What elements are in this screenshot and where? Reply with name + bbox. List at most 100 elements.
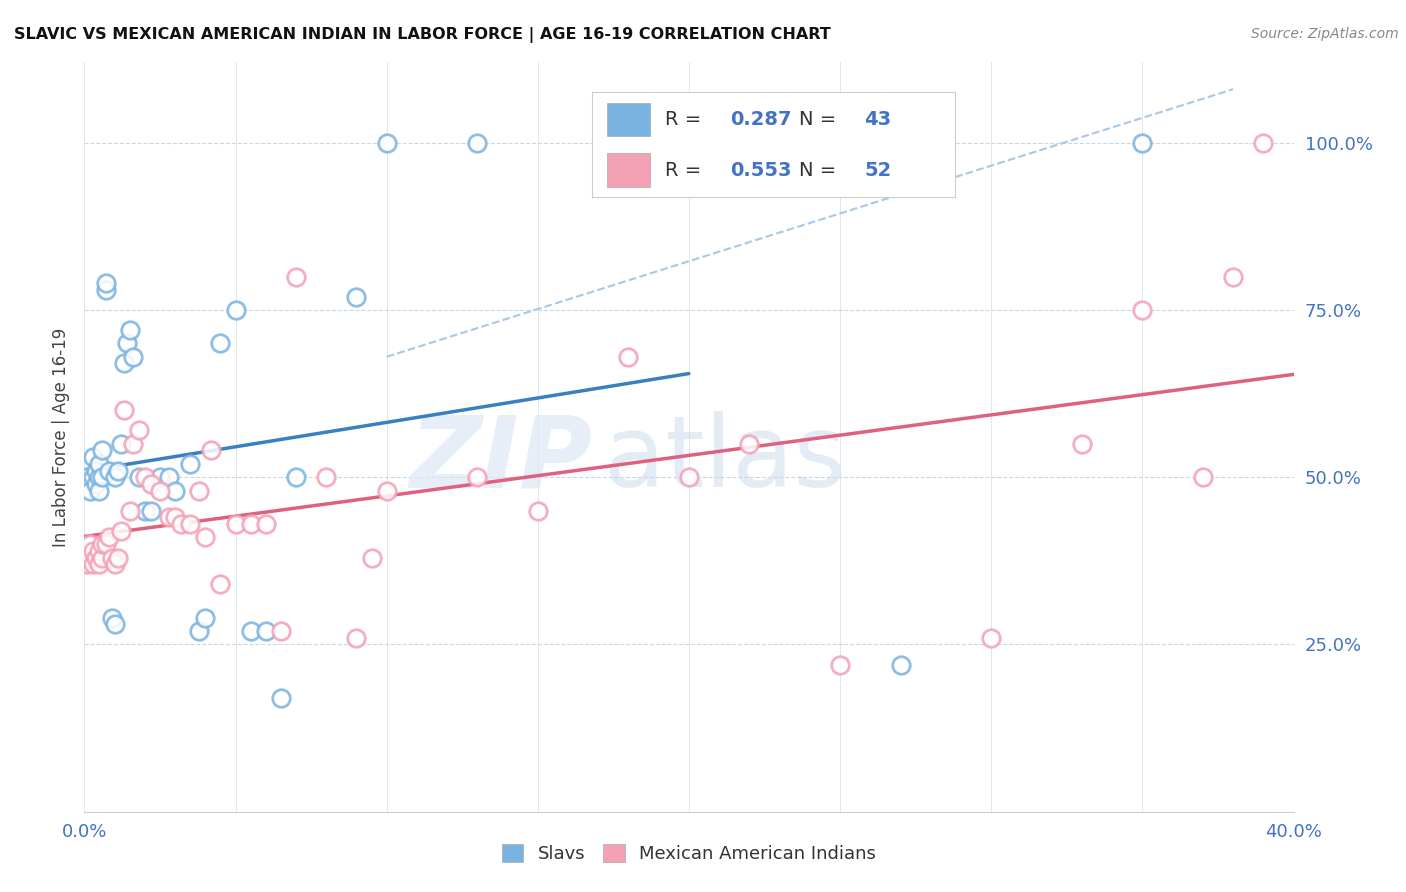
Point [200,443,222,458]
Point [209,577,232,591]
Point [118,503,141,517]
Point [97,530,120,544]
Point [194,530,217,544]
Point [890,657,912,672]
Point [1130,303,1153,318]
Point [1071,436,1094,450]
Point [315,470,337,484]
Point [82,557,104,572]
Point [79,550,101,565]
Point [239,624,262,639]
Point [254,517,277,532]
Point [830,657,852,672]
Point [139,476,162,491]
Point [165,483,187,498]
Point [100,611,122,625]
Point [170,517,193,532]
Point [91,537,114,551]
Point [121,350,143,364]
Point [79,483,101,498]
Point [188,624,211,639]
Point [112,356,135,371]
Legend: Slavs, Mexican American Indians: Slavs, Mexican American Indians [495,837,883,870]
Point [139,503,162,517]
Point [239,517,262,532]
Point [89,483,111,498]
Point [254,624,277,639]
Point [112,403,135,417]
Y-axis label: In Labor Force | Age 16-19: In Labor Force | Age 16-19 [52,327,70,547]
Point [157,470,180,484]
Point [225,303,247,318]
Point [980,631,1002,645]
Point [738,436,761,450]
Point [1130,136,1153,150]
Point [270,624,292,639]
Point [115,336,138,351]
Point [1192,470,1215,484]
Point [375,136,398,150]
Point [91,443,114,458]
Point [100,550,122,565]
Point [86,476,108,491]
Point [375,483,398,498]
Point [86,464,108,478]
Point [110,436,132,450]
Point [118,323,141,337]
Text: atlas: atlas [605,411,846,508]
Point [91,470,114,484]
Point [94,277,117,291]
Point [1253,136,1275,150]
Point [678,470,700,484]
Point [149,470,172,484]
Point [134,503,156,517]
Point [86,550,108,565]
Point [79,537,101,551]
Point [97,464,120,478]
Point [128,424,150,438]
Point [121,436,143,450]
Point [76,470,98,484]
Point [76,557,98,572]
Point [104,470,127,484]
Point [94,283,117,297]
Point [82,470,104,484]
Point [94,537,117,551]
Point [194,611,217,625]
Point [1222,269,1244,284]
Point [89,470,111,484]
Point [179,457,201,471]
Text: Source: ZipAtlas.com: Source: ZipAtlas.com [1251,27,1399,41]
Point [346,631,368,645]
Point [91,550,114,565]
Point [149,483,172,498]
Point [128,470,150,484]
Point [209,336,232,351]
Point [104,617,127,632]
Point [617,350,640,364]
Point [110,524,132,538]
Point [527,503,550,517]
Point [285,470,308,484]
Point [107,464,129,478]
Point [285,269,308,284]
Point [467,136,489,150]
Point [89,557,111,572]
Point [107,550,129,565]
Text: ZIP: ZIP [409,411,592,508]
Text: SLAVIC VS MEXICAN AMERICAN INDIAN IN LABOR FORCE | AGE 16-19 CORRELATION CHART: SLAVIC VS MEXICAN AMERICAN INDIAN IN LAB… [14,27,831,43]
Point [82,450,104,465]
Point [270,690,292,705]
Point [225,517,247,532]
Point [157,510,180,524]
Point [360,550,382,565]
Point [165,510,187,524]
Point [188,483,211,498]
Point [82,543,104,558]
Point [134,470,156,484]
Point [179,517,201,532]
Point [89,457,111,471]
Point [104,557,127,572]
Point [467,470,489,484]
Point [89,543,111,558]
